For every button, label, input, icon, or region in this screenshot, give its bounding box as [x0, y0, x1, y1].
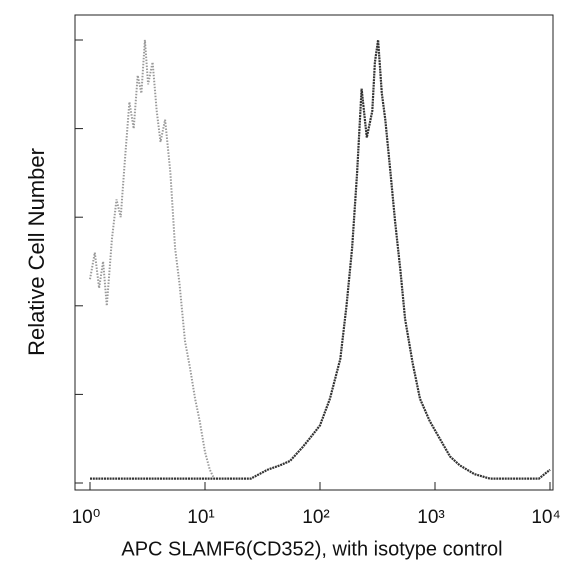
y-axis-label: Relative Cell Number — [24, 148, 49, 356]
x-tick-label: 10¹ — [187, 507, 214, 528]
plot-frame — [74, 14, 554, 491]
x-tick-label: 10⁴ — [531, 507, 560, 528]
x-tick-label: 10³ — [417, 507, 444, 528]
x-tick-label: 10² — [302, 507, 329, 528]
x-tick-label: 10⁰ — [72, 507, 101, 528]
series-line — [89, 39, 216, 480]
x-axis-label: APC SLAMF6(CD352), with isotype control — [121, 538, 502, 560]
series-line — [90, 39, 551, 480]
